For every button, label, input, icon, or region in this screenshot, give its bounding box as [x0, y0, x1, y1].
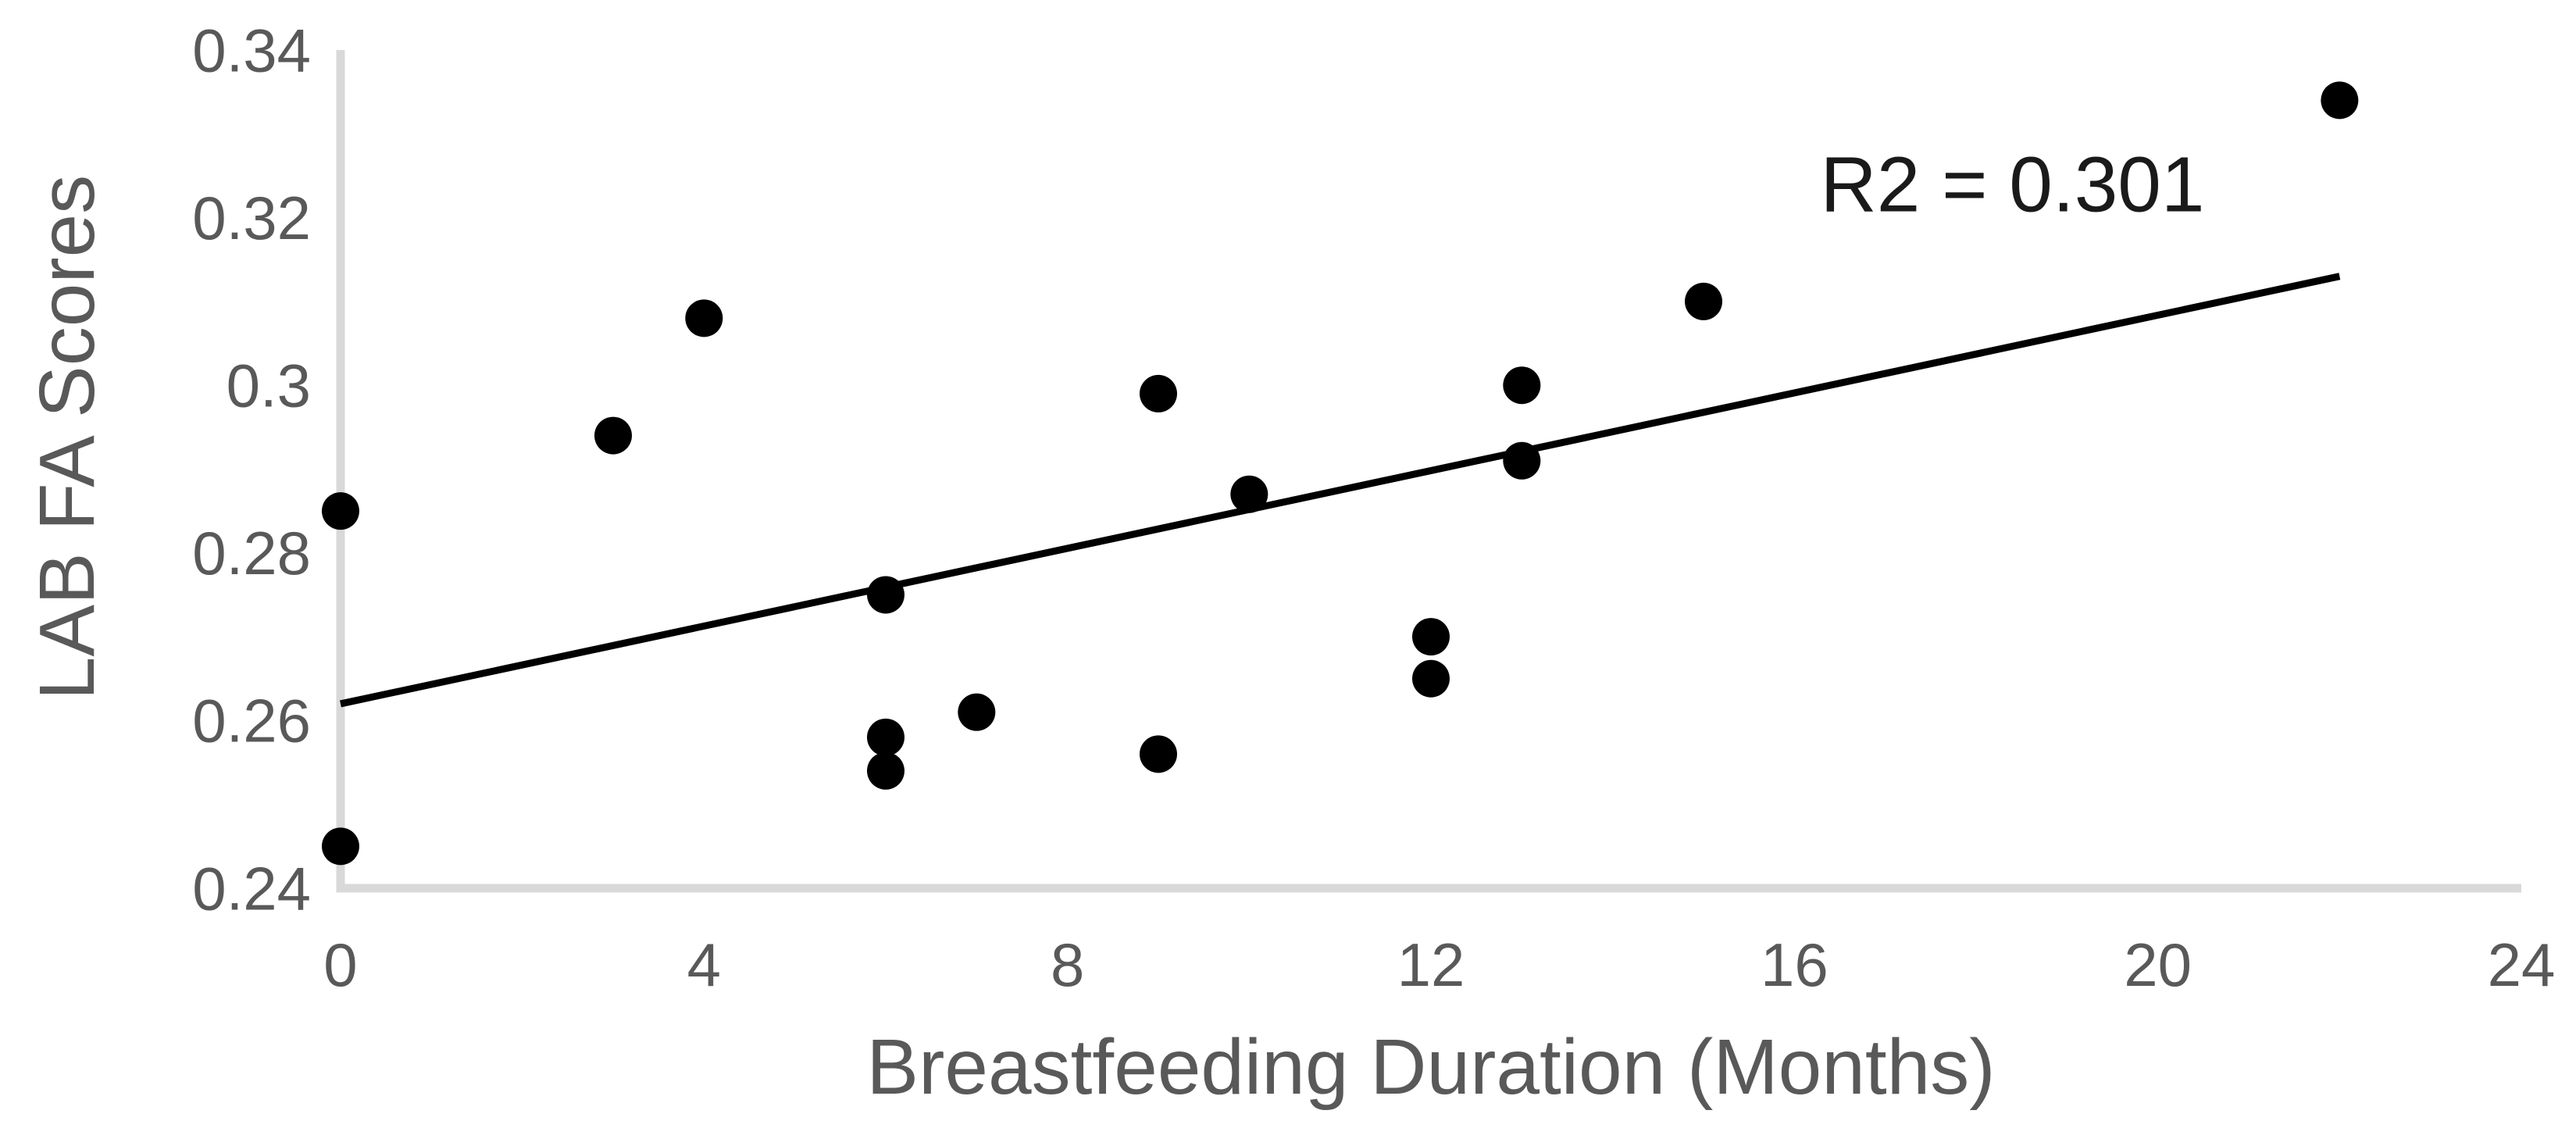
- data-point: [1230, 475, 1268, 513]
- y-tick-label: 0.32: [192, 184, 311, 252]
- data-point: [1503, 441, 1541, 480]
- trend-line: [340, 273, 2341, 708]
- data-point: [867, 576, 904, 614]
- data-point: [867, 751, 904, 790]
- data-point: [1503, 366, 1541, 405]
- data-point: [1140, 735, 1177, 773]
- data-point: [1685, 282, 1722, 320]
- x-tick-label: 24: [2488, 930, 2556, 999]
- data-point: [322, 827, 359, 866]
- y-tick-label: 0.24: [192, 854, 311, 923]
- y-axis-tick-labels: 0.24 0.26 0.28 0.3 0.32 0.34: [192, 16, 311, 923]
- data-point: [685, 299, 723, 337]
- data-point: [867, 718, 904, 756]
- x-tick-label: 20: [2124, 930, 2192, 999]
- y-tick-label: 0.34: [192, 16, 311, 84]
- axis-lines: [336, 50, 2521, 893]
- x-axis-title: Breastfeeding Duration (Months): [866, 1023, 1995, 1111]
- x-tick-label: 16: [1761, 930, 1829, 999]
- x-tick-label: 0: [323, 930, 357, 999]
- y-tick-label: 0.28: [192, 519, 311, 587]
- y-tick-label: 0.26: [192, 687, 311, 755]
- data-points: [322, 81, 2359, 866]
- data-point: [2321, 81, 2359, 120]
- y-axis-title: LAB FA Scores: [23, 175, 111, 701]
- data-point: [1412, 618, 1450, 656]
- x-tick-label: 8: [1051, 930, 1084, 999]
- data-point: [1412, 659, 1450, 698]
- x-tick-label: 4: [687, 930, 721, 999]
- data-point: [958, 693, 996, 731]
- data-point: [322, 492, 359, 530]
- x-axis-tick-labels: 0 4 8 12 16 20 24: [323, 930, 2555, 999]
- r-squared-annotation: R2 = 0.301: [1821, 141, 2205, 229]
- y-tick-label: 0.3: [227, 352, 311, 420]
- data-point: [1140, 374, 1177, 412]
- data-point: [594, 416, 632, 455]
- x-tick-label: 12: [1397, 930, 1465, 999]
